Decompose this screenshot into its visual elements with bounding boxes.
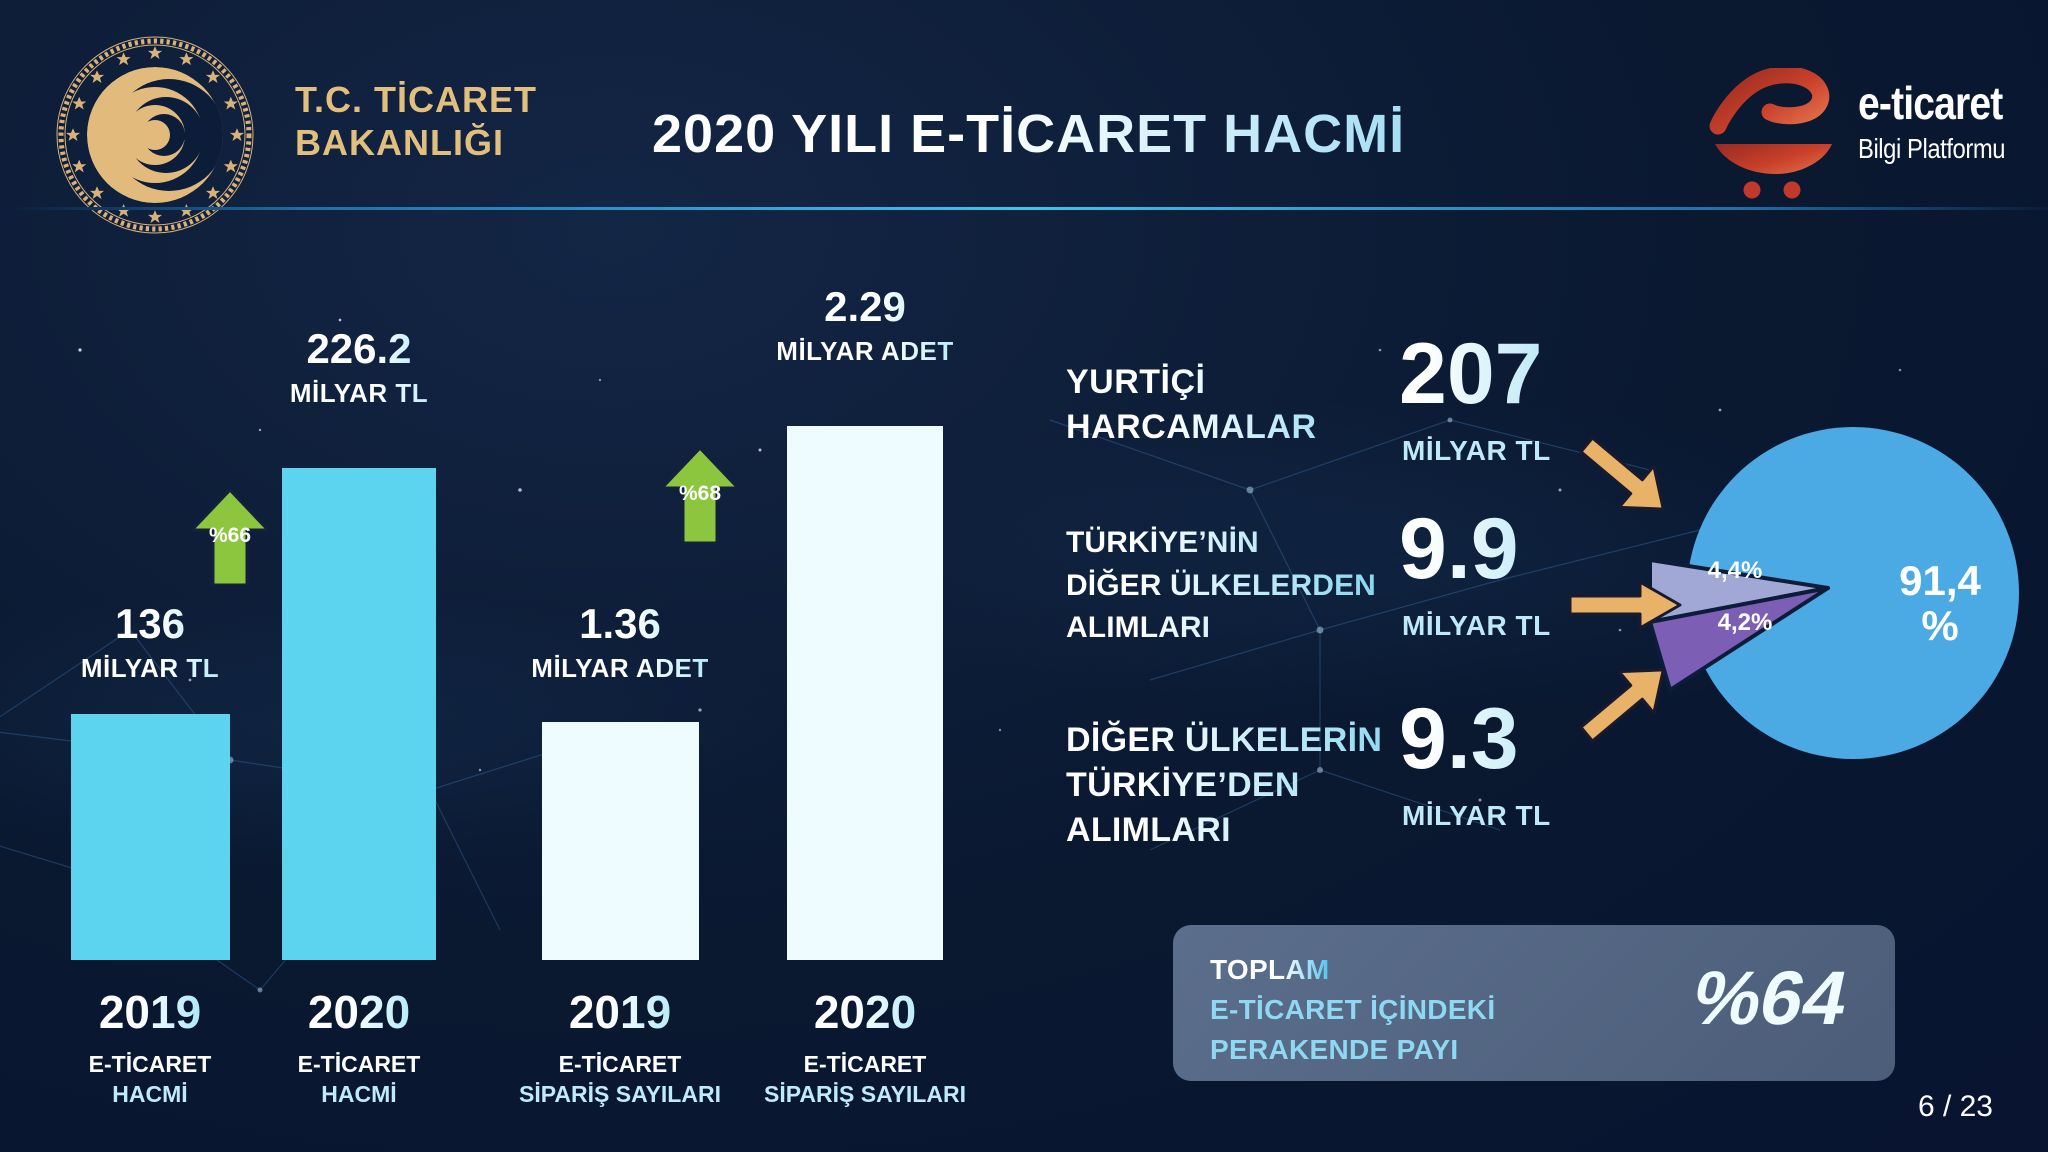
svg-text:4,4%: 4,4% bbox=[1708, 557, 1763, 584]
svg-text:4,2%: 4,2% bbox=[1718, 609, 1773, 636]
svg-text:91,4: 91,4 bbox=[1899, 557, 1981, 604]
svg-text:%: % bbox=[1921, 602, 1958, 649]
